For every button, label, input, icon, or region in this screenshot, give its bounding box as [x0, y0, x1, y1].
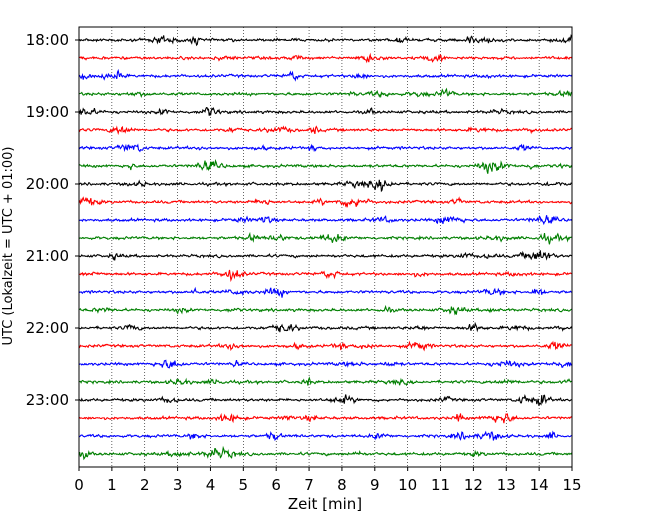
x-tick-label: 5	[239, 476, 249, 494]
seismic-trace	[78, 68, 573, 82]
seismic-trace	[78, 430, 572, 441]
seismic-trace	[78, 393, 572, 406]
seismic-trace	[78, 158, 573, 174]
seismic-trace	[78, 304, 572, 316]
seismic-trace	[78, 179, 573, 193]
x-axis: 0 1 2 3 4 5 6 7 8 9 10 11 12 13 14 15	[74, 467, 582, 494]
seismic-trace	[78, 250, 573, 261]
x-tick-label: 13	[497, 476, 516, 494]
x-tick-label: 14	[530, 476, 549, 494]
seismic-trace	[78, 196, 573, 208]
x-tick-label: 10	[398, 476, 417, 494]
seismic-trace	[78, 87, 573, 99]
x-tick-label: 4	[206, 476, 216, 494]
seismic-trace	[78, 125, 573, 136]
seismic-trace	[78, 286, 573, 298]
x-tick-label: 2	[140, 476, 150, 494]
y-tick-label: 20:00	[26, 175, 69, 193]
x-tick-label: 7	[304, 476, 314, 494]
seismic-trace	[78, 445, 573, 461]
seismic-trace	[78, 231, 572, 245]
plot-frame	[78, 26, 573, 468]
x-axis-label: Zeit [min]	[288, 495, 362, 513]
x-tick-label: 8	[337, 476, 347, 494]
x-tick-label: 1	[107, 476, 117, 494]
x-tick-label: 6	[271, 476, 281, 494]
y-tick-label: 19:00	[26, 103, 69, 121]
seismic-trace	[78, 412, 573, 424]
x-tick-label: 11	[431, 476, 450, 494]
x-tick-label: 12	[464, 476, 483, 494]
seismic-trace	[78, 215, 573, 226]
seismic-trace	[78, 269, 573, 283]
seismic-trace	[78, 340, 572, 352]
y-tick-label: 21:00	[26, 247, 69, 265]
seismic-trace	[78, 321, 573, 333]
seismic-traces	[78, 34, 573, 461]
seismic-trace	[78, 376, 572, 387]
y-axis: 18:00 19:00 20:00 21:00 22:00 23:00	[26, 31, 79, 409]
y-tick-label: 18:00	[26, 31, 69, 49]
grid-lines	[111, 27, 540, 467]
x-tick-label: 3	[173, 476, 183, 494]
y-axis-label: UTC (Lokalzeit = UTC + 01:00)	[1, 147, 16, 346]
x-tick-label: 0	[74, 476, 84, 494]
x-tick-label: 15	[562, 476, 581, 494]
seismic-trace	[78, 34, 573, 47]
seismic-trace	[78, 143, 573, 153]
seismic-trace	[78, 106, 572, 116]
seismic-trace	[78, 359, 573, 369]
x-tick-label: 9	[370, 476, 380, 494]
y-tick-label: 23:00	[26, 391, 69, 409]
seismic-trace	[78, 52, 573, 64]
y-tick-label: 22:00	[26, 319, 69, 337]
